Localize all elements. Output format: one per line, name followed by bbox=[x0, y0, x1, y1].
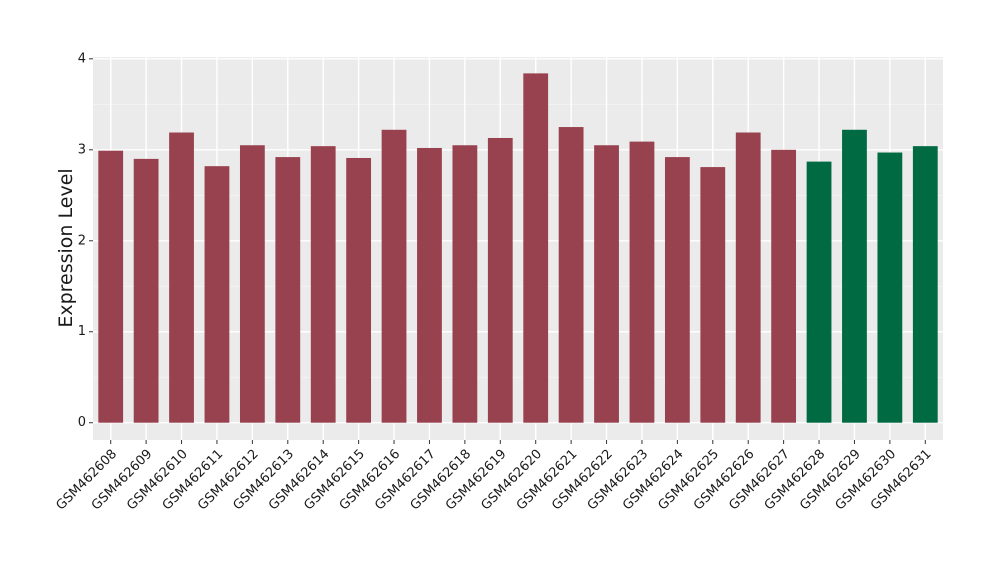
bar bbox=[133, 158, 159, 423]
bar bbox=[771, 149, 797, 423]
y-axis-title: Expression Level bbox=[55, 168, 77, 327]
x-tick-label: GSM462608 bbox=[53, 447, 120, 514]
bar bbox=[912, 146, 938, 423]
plot-panel bbox=[93, 57, 943, 440]
bar bbox=[700, 167, 726, 423]
bar bbox=[806, 161, 832, 423]
bar bbox=[204, 166, 230, 423]
bar bbox=[452, 145, 478, 423]
bar bbox=[346, 157, 372, 423]
bar bbox=[629, 141, 655, 423]
bar bbox=[98, 150, 124, 423]
bar bbox=[381, 129, 407, 423]
bar bbox=[558, 127, 584, 423]
y-tick-label: 4 bbox=[78, 51, 86, 66]
bar bbox=[310, 146, 336, 423]
bar bbox=[239, 145, 265, 423]
y-tick-label: 1 bbox=[78, 324, 86, 339]
y-tick-label: 3 bbox=[78, 142, 86, 157]
bar bbox=[664, 157, 690, 423]
y-tick-label: 2 bbox=[78, 233, 86, 248]
bar bbox=[487, 137, 513, 423]
bar bbox=[877, 152, 903, 423]
bar bbox=[417, 147, 442, 423]
bar bbox=[842, 129, 867, 423]
y-tick-label: 0 bbox=[78, 415, 86, 430]
bar bbox=[735, 132, 761, 423]
bar bbox=[275, 157, 301, 423]
bar bbox=[523, 73, 549, 423]
bar bbox=[169, 132, 194, 423]
bar bbox=[594, 145, 619, 423]
